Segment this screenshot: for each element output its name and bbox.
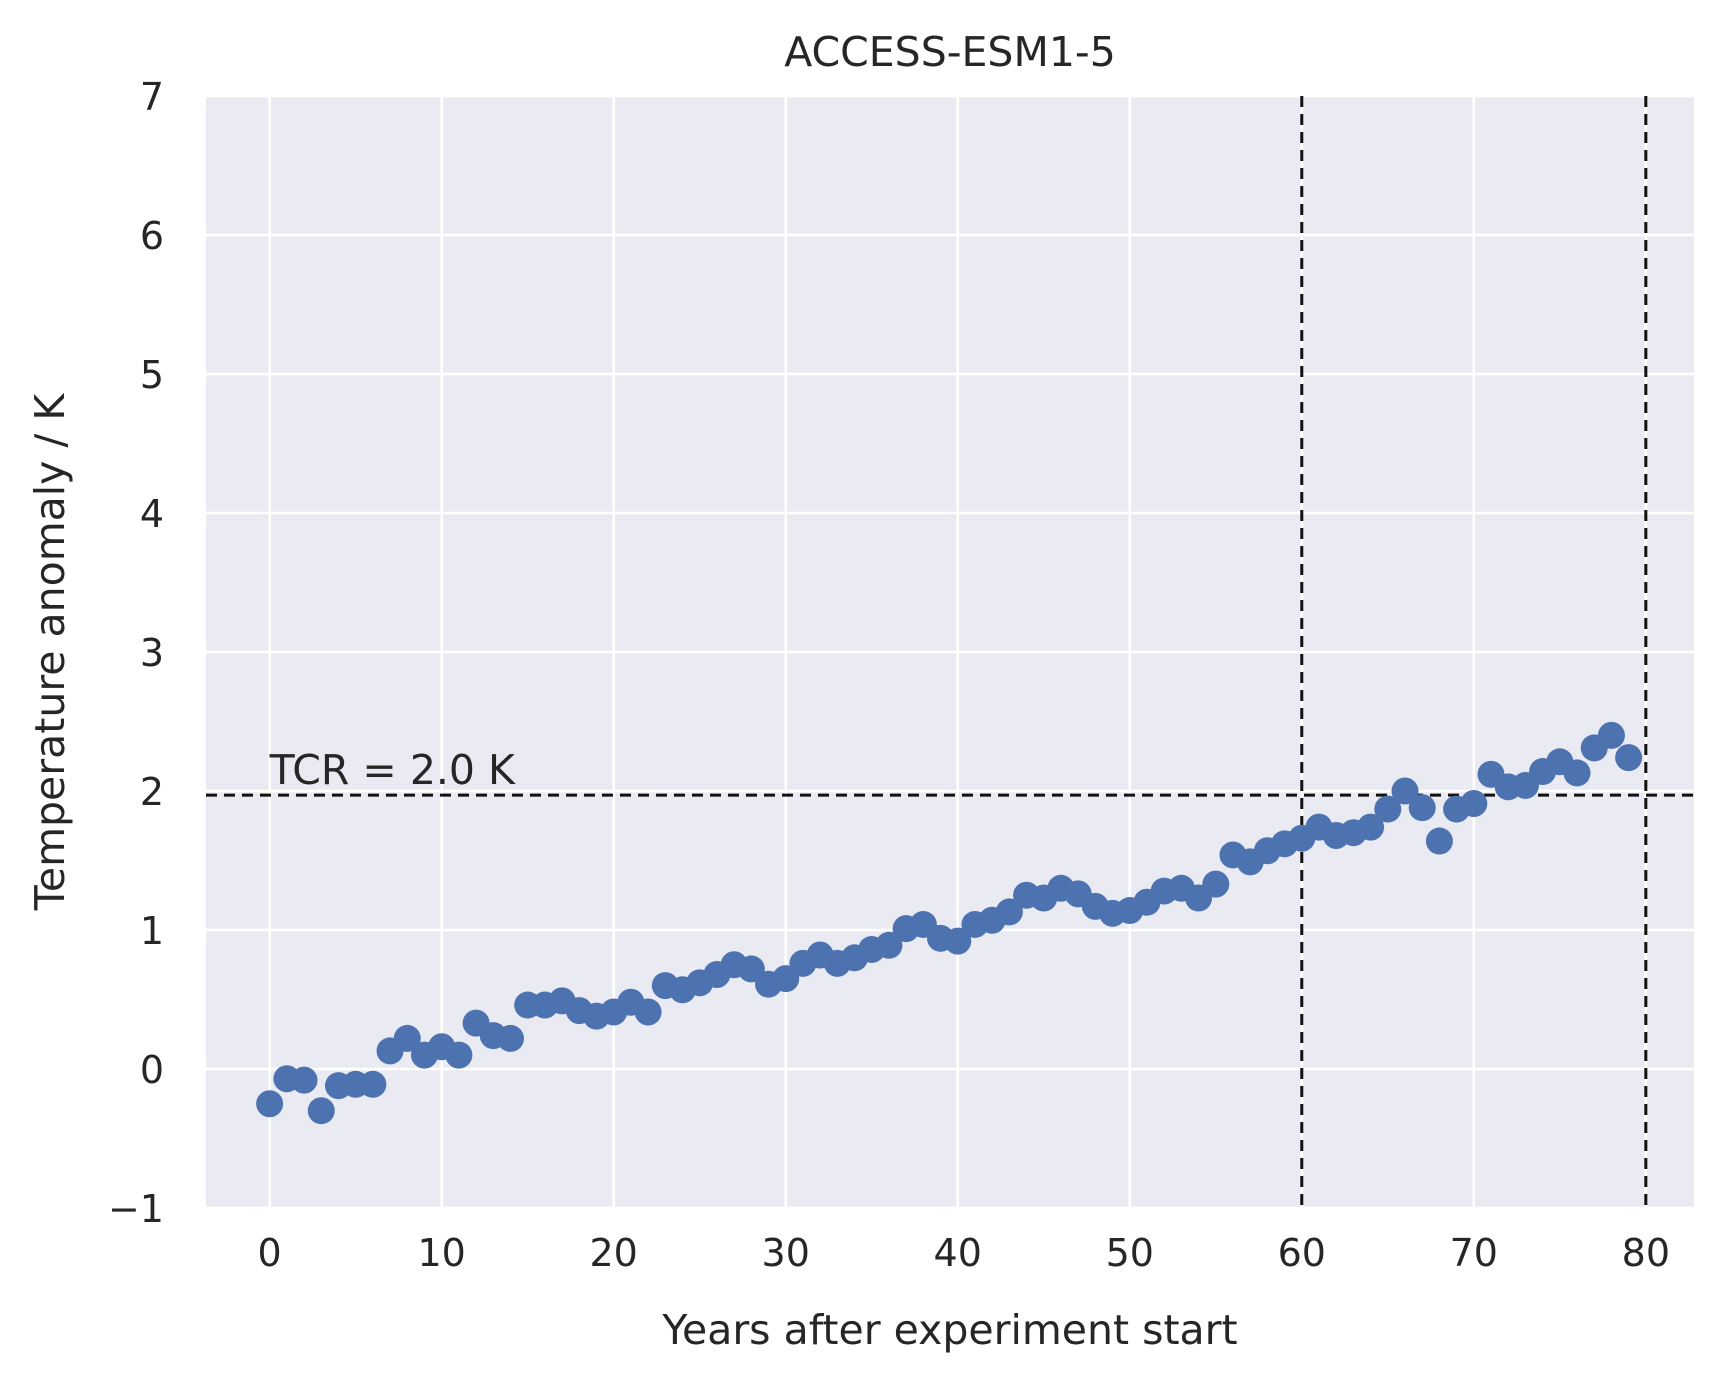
data-point [496, 1024, 524, 1052]
data-point [1615, 744, 1643, 772]
x-tick-label: 10 [417, 1231, 465, 1275]
x-tick-label: 20 [590, 1231, 638, 1275]
data-point [1425, 827, 1453, 855]
x-tick-label: 60 [1278, 1231, 1326, 1275]
x-tick-label: 30 [762, 1231, 810, 1275]
x-tick-label: 70 [1450, 1231, 1498, 1275]
data-points [256, 721, 1643, 1125]
data-point [256, 1090, 284, 1118]
chart-title: ACCESS-ESM1-5 [784, 28, 1116, 76]
x-tick-label: 0 [258, 1231, 282, 1275]
data-point [1460, 790, 1488, 818]
data-point [875, 931, 903, 959]
y-tick-label: 5 [140, 353, 164, 397]
data-point [1563, 759, 1591, 787]
x-tick-label: 40 [934, 1231, 982, 1275]
y-tick-label: 1 [140, 909, 164, 953]
x-tick-label: 50 [1106, 1231, 1154, 1275]
data-point [1391, 777, 1419, 805]
data-point [290, 1066, 318, 1094]
data-point [944, 927, 972, 955]
reference-lines [206, 96, 1694, 1208]
y-tick-label: 6 [140, 214, 164, 258]
data-point [1408, 794, 1436, 822]
y-tick-label: 2 [140, 770, 164, 814]
data-point [995, 898, 1023, 926]
data-point [1374, 795, 1402, 823]
y-axis-label: Temperature anomaly / K [26, 393, 74, 912]
x-tick-labels: 0 10 20 30 40 50 60 70 80 [258, 1231, 1670, 1275]
data-point [307, 1097, 335, 1125]
data-point [359, 1070, 387, 1098]
data-point [445, 1041, 473, 1069]
data-point [393, 1024, 421, 1052]
data-point [634, 998, 662, 1026]
y-tick-label: 4 [140, 492, 164, 536]
data-point [1357, 813, 1385, 841]
y-tick-label: 7 [140, 75, 164, 119]
x-axis-label: Years after experiment start [661, 1306, 1237, 1354]
data-point [1597, 721, 1625, 749]
y-tick-labels: −1 0 1 2 3 4 5 6 7 [108, 75, 164, 1231]
x-tick-label: 80 [1622, 1231, 1670, 1275]
y-tick-label: 3 [140, 631, 164, 675]
y-tick-label: 0 [140, 1048, 164, 1092]
tcr-annotation: TCR = 2.0 K [269, 746, 516, 794]
y-tick-label: −1 [108, 1187, 164, 1231]
annotations: TCR = 2.0 K [269, 746, 516, 794]
data-point [1202, 870, 1230, 898]
